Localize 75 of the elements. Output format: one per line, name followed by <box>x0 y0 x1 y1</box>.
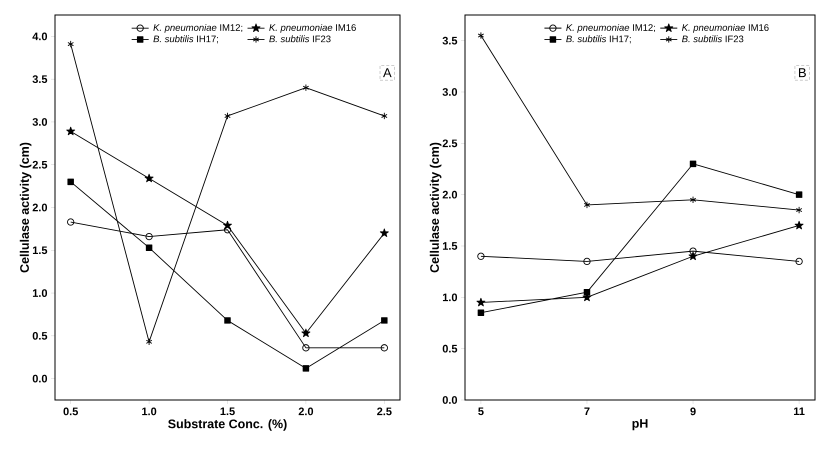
x-tick-label: 2.0 <box>298 408 314 416</box>
point <box>689 247 697 255</box>
point <box>223 220 232 230</box>
point <box>144 174 154 182</box>
point <box>688 252 698 260</box>
legend-label: K. pneumoniae IM12; <box>153 24 242 33</box>
y-tick-label: 1.5 <box>442 242 458 250</box>
x-tick-label: 11 <box>794 408 805 416</box>
legend-label: B. subtilis IF23 <box>269 35 331 42</box>
point <box>301 328 310 338</box>
x-tick-label: 9 <box>690 408 696 416</box>
annotation: B <box>798 68 806 78</box>
x-tick-label: 5 <box>478 408 484 416</box>
point <box>224 226 232 234</box>
point <box>145 232 153 240</box>
point <box>583 258 591 266</box>
point <box>477 252 485 260</box>
x-tick-label: 1.5 <box>220 408 235 416</box>
y-tick-label: 1.5 <box>32 246 48 254</box>
x-axis-title: pH <box>632 419 648 430</box>
y-tick-label: 3.5 <box>32 75 48 84</box>
y-tick-label: 4.0 <box>32 32 48 40</box>
y-tick-label: 3.5 <box>442 36 458 45</box>
point <box>380 344 388 352</box>
point <box>478 32 484 40</box>
x-tick-label: 0.5 <box>64 408 78 416</box>
point <box>146 244 152 251</box>
point <box>224 317 231 324</box>
point <box>795 258 803 266</box>
y-tick-label: 2.5 <box>32 160 48 169</box>
y-tick-label: 0.0 <box>32 374 48 382</box>
y-tick-label: 1.0 <box>32 289 48 297</box>
point <box>584 288 590 296</box>
point <box>478 309 484 316</box>
y-tick-label: 2.5 <box>442 139 458 148</box>
point <box>380 228 389 237</box>
point <box>690 160 696 168</box>
y-tick-label: 0.5 <box>442 344 458 353</box>
point <box>67 40 74 48</box>
y-tick-label: 0.5 <box>32 332 48 340</box>
legend-label: K. pneumoniae IM16 <box>682 24 769 33</box>
point <box>796 191 802 198</box>
y-tick-label: 3.0 <box>442 88 458 96</box>
point <box>476 298 486 306</box>
y-tick-label: 0.0 <box>442 396 458 404</box>
point <box>302 84 310 92</box>
annotation: A <box>383 68 392 78</box>
y-axis-title: Cellulase activity (cm) <box>430 142 442 272</box>
y-tick-label: 1.0 <box>442 293 458 302</box>
point <box>381 112 388 120</box>
legend-label: K. pneumoniae IM12; <box>566 24 655 33</box>
y-tick-label: 2.0 <box>442 190 458 199</box>
point <box>381 317 388 324</box>
point <box>796 206 802 214</box>
point <box>302 344 310 352</box>
legend-label: B. subtilis IH17; <box>153 35 218 44</box>
point <box>584 201 590 209</box>
x-axis-title: Substrate Conc. (%) <box>168 419 287 431</box>
point <box>302 365 310 372</box>
legend-label: K. pneumoniae IM16 <box>269 24 356 33</box>
y-tick-label: 3.0 <box>32 118 48 126</box>
y-tick-label: 2.0 <box>32 204 48 212</box>
legend-label: B. subtilis IH17; <box>566 35 631 44</box>
point <box>146 338 152 346</box>
point <box>67 218 74 226</box>
point <box>690 196 696 204</box>
x-tick-label: 2.5 <box>377 408 392 416</box>
point <box>67 178 74 186</box>
legend-label: B. subtilis IF23 <box>682 35 744 42</box>
x-tick-label: 7 <box>584 408 590 416</box>
point <box>794 220 804 230</box>
point <box>224 112 231 120</box>
x-tick-label: 1.0 <box>142 408 156 416</box>
point <box>66 126 76 136</box>
y-axis-title: Cellulase activity (cm) <box>20 142 32 272</box>
